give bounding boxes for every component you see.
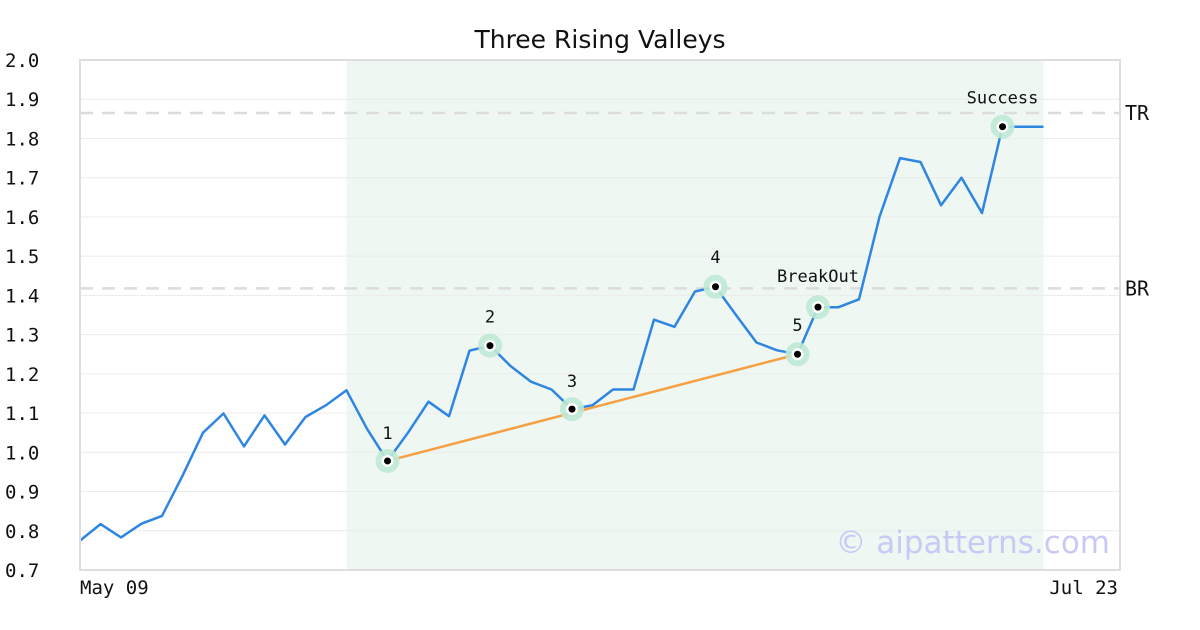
y-tick-label: 2.0	[5, 50, 39, 72]
y-tick-label: 1.9	[5, 89, 39, 111]
point-label-5: 5	[792, 316, 802, 336]
series-layer	[79, 125, 1044, 542]
y-tick-label: 0.7	[5, 560, 39, 582]
marker-dot-breakout	[814, 303, 822, 311]
chart-title: Three Rising Valleys	[473, 25, 725, 54]
point-label-4: 4	[710, 248, 720, 268]
marker-dot-2	[486, 342, 494, 350]
reference-label-br: BR	[1125, 276, 1150, 300]
y-tick-label: 1.1	[5, 403, 39, 425]
trendline-layer	[387, 353, 798, 463]
marker-dot-success	[999, 123, 1006, 131]
point-label-1: 1	[382, 424, 392, 444]
highlight-band-layer	[346, 60, 1044, 570]
y-tick-label: 0.9	[5, 482, 39, 504]
plot-frame	[79, 59, 1121, 571]
y-tick-label: 1.4	[5, 285, 39, 307]
marker-dot-1	[384, 457, 391, 465]
y-tick-label: 1.8	[5, 128, 39, 150]
price-line	[79, 125, 1044, 542]
y-tick-label: 1.6	[5, 207, 39, 229]
markers-layer: 1 2 3 4 5 BreakOut Success	[375, 89, 1039, 473]
y-tick-label: 0.8	[5, 521, 39, 543]
point-label-success: Success	[967, 89, 1039, 109]
point-label-2: 2	[485, 308, 495, 328]
marker-dot-4	[712, 283, 719, 291]
watermark: © aipatterns.com	[835, 525, 1110, 561]
point-label-breakout: BreakOut	[777, 267, 859, 287]
y-tick-label: 1.3	[5, 325, 39, 347]
highlight-band	[346, 60, 1044, 570]
y-tick-label: 1.5	[5, 246, 39, 268]
x-tick-start: May 09	[80, 577, 149, 599]
y-tick-label: 1.0	[5, 442, 39, 464]
y-tick-label: 1.7	[5, 168, 39, 190]
x-tick-end: Jul 23	[1049, 577, 1118, 599]
reference-lines-layer: TR BR	[80, 101, 1150, 300]
y-tick-label: 1.2	[5, 364, 39, 386]
marker-dot-5	[794, 350, 801, 358]
marker-dot-3	[568, 405, 576, 413]
reference-label-tr: TR	[1125, 101, 1150, 125]
trendline	[387, 353, 798, 463]
point-label-3: 3	[567, 372, 577, 392]
y-axis-ticks: 0.7 0.8 0.9 1.0 1.1 1.2 1.3 1.4 1.5 1.6 1.7 1.8 1.9 2…	[5, 50, 39, 582]
